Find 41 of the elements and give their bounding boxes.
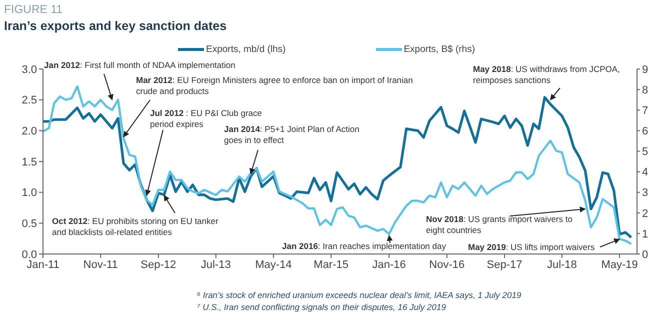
chart-subtitle: Iran’s exports and key sanction dates [4, 19, 227, 33]
annotation: Jan 2016: Iran reaches implementation day [282, 241, 446, 251]
y2-tick-label: 5 [642, 146, 648, 158]
annotation: Jan 2012: First full month of NDAA implementation [44, 60, 236, 71]
y2-tick-label: 9 [642, 64, 648, 76]
x-tick-label: May-14 [255, 258, 292, 271]
legend-label: Exports, B$ (rhs) [404, 44, 475, 55]
x-tick-label: May-19 [601, 258, 638, 271]
x-tick-label: Jul-13 [200, 258, 231, 271]
x-tick-label: Nov-16 [429, 258, 465, 271]
y-tick-label: 2.5 [22, 94, 37, 107]
y2-tick-label: 7 [642, 105, 648, 118]
x-tick-label: Nov-11 [83, 258, 118, 271]
annotation: May 2018: US withdraws from JCPOA, reimposes sanctions [473, 64, 621, 86]
y2-tick-label: 8 [642, 84, 648, 96]
x-tick-label: Sep-17 [486, 258, 522, 271]
annotation: May 2019: US lifts import waivers [468, 242, 596, 253]
x-tick-label: Mar-15 [314, 258, 349, 271]
text: ⁷ U.S., Iran send conflicting signals on their disputes, 16 July 2019 [197, 302, 446, 312]
y-tick-label: 0.0 [22, 248, 37, 261]
y-tick-label: 0.5 [22, 218, 37, 230]
y-tick-label: 1.5 [22, 156, 37, 168]
annotation: Nov 2018: US grants import waivers to eight countries [426, 214, 574, 236]
text: ⁶ Iran’s stock of enriched uranium exceeds nuclear deal’s limit, IAEA says, 1 July 2019 [197, 290, 522, 300]
chart-title: FIGURE 11 [4, 4, 63, 16]
y2-tick-label: 6 [642, 126, 648, 138]
y2-tick-label: 4 [642, 166, 648, 179]
legend-label: Exports, mb/d (lhs) [206, 44, 286, 55]
y2-tick-label: 1 [642, 228, 648, 240]
annotation: Mar 2012: EU Foreign Ministers agree to enforce ban on import of Iranian crude and products [136, 75, 414, 97]
x-tick-label: Jan-11 [26, 258, 60, 271]
y-tick-label: 3.0 [22, 64, 37, 76]
y-tick-label: 1.0 [22, 187, 37, 200]
y2-tick-label: 2 [642, 208, 648, 220]
annotation: Oct 2012: EU prohibits storing on EU tanker and blacklists oil-related entities [52, 216, 220, 238]
y2-tick-label: 3 [642, 187, 648, 200]
x-tick-label: Jul-18 [546, 258, 577, 271]
y-tick-label: 2.0 [22, 126, 37, 138]
x-tick-label: Jan-16 [372, 258, 406, 271]
x-tick-label: Sep-12 [140, 258, 176, 271]
y2-tick-label: 0 [642, 248, 648, 261]
